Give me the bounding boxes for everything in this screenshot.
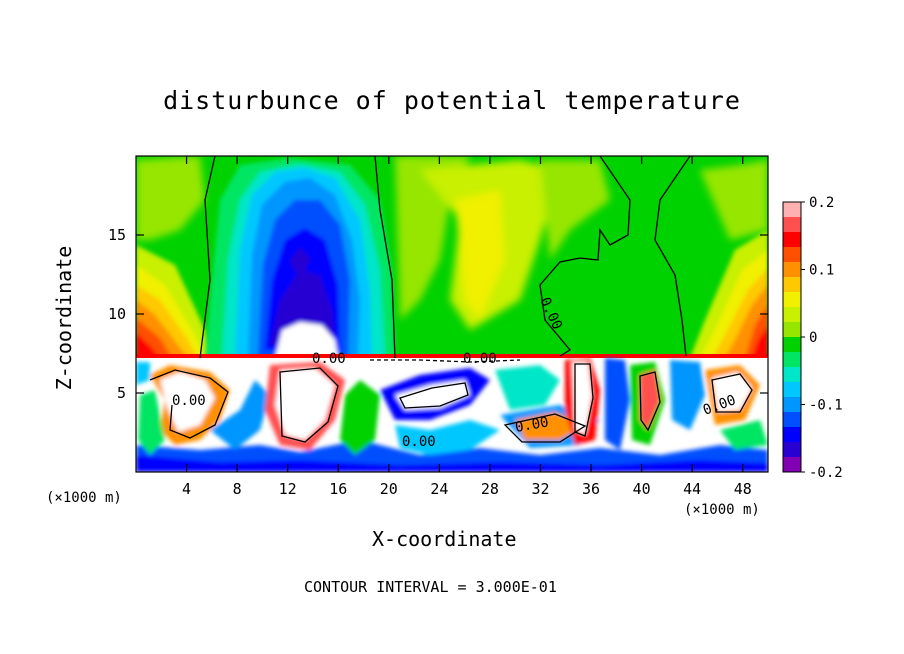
colorbar-swatch — [783, 232, 801, 248]
colorbar-tick-label: -0.1 — [809, 398, 843, 414]
left-warm-wedge — [136, 245, 212, 358]
colorbar-swatch — [783, 262, 801, 278]
colorbar-swatch — [783, 427, 801, 443]
colorbar-swatch — [783, 202, 801, 218]
x-tick-label: 12 — [279, 480, 297, 498]
x-tick-label: 32 — [531, 480, 549, 498]
x-axis-label: X-coordinate — [372, 527, 517, 551]
colorbar-swatch — [783, 277, 801, 293]
colorbar-tick-label: 0 — [809, 330, 817, 346]
colorbar-swatch — [783, 442, 801, 458]
colorbar-swatch — [783, 322, 801, 338]
contour-label: 0.00 — [402, 434, 436, 450]
tropopause-band — [136, 354, 768, 358]
colorbar-swatch — [783, 367, 801, 383]
x-tick-label: 36 — [582, 480, 600, 498]
y-tick-label: 15 — [108, 226, 126, 244]
colorbar: 0.2 0.1 0 -0.1 -0.2 — [782, 195, 843, 481]
colorbar-swatch — [783, 397, 801, 413]
right-warm-wedge — [690, 230, 768, 358]
y-tick-label: 10 — [108, 305, 126, 323]
y-axis: 5 10 15 — [108, 226, 768, 402]
colorbar-swatch — [783, 292, 801, 308]
y-tick-label: 5 — [117, 384, 126, 402]
colorbar-swatch — [783, 247, 801, 263]
x-tick-label: 44 — [683, 480, 701, 498]
x-axis-unit-left: (×1000 m) — [46, 490, 122, 506]
chart-title: disturbunce of potential temperature — [163, 86, 741, 115]
colorbar-tick-label: 0.2 — [809, 195, 834, 211]
colorbar-swatch — [783, 337, 801, 353]
x-axis: 4 8 12 16 20 24 28 32 36 40 44 48 — [182, 156, 752, 498]
colorbar-swatch — [783, 457, 801, 473]
contour-label: 0.00 — [312, 351, 346, 367]
cold-plume — [205, 158, 395, 358]
colorbar-tick-label: 0.1 — [809, 263, 834, 279]
heatmap-field — [136, 156, 768, 472]
contour-lines — [149, 156, 753, 443]
x-tick-label: 40 — [633, 480, 651, 498]
contour-label: 0.00 — [172, 393, 206, 409]
x-tick-label: 8 — [233, 480, 242, 498]
colorbar-tick-label: -0.2 — [809, 465, 843, 481]
x-tick-label: 24 — [430, 480, 448, 498]
contour-label: 0.00 — [514, 414, 550, 436]
colorbar-swatch — [783, 352, 801, 368]
contour-zero-right — [654, 156, 691, 357]
colorbar-swatch — [783, 217, 801, 233]
colorbar-swatch — [783, 382, 801, 398]
x-tick-label: 28 — [481, 480, 499, 498]
contour-zero-left — [199, 156, 216, 359]
x-tick-label: 48 — [734, 480, 752, 498]
upper-warm-regions — [136, 156, 768, 330]
x-tick-label: 4 — [182, 480, 191, 498]
contour-lower-left — [149, 369, 229, 439]
contour-zero-mid — [539, 156, 631, 357]
x-tick-label: 16 — [329, 480, 347, 498]
contour-interval-note: CONTOUR INTERVAL = 3.000E-01 — [304, 578, 557, 596]
contour-zero-plume-right — [374, 156, 396, 359]
contour-label: 0.00 — [463, 351, 497, 367]
colorbar-swatch — [783, 412, 801, 428]
colorbar-swatch — [783, 307, 801, 323]
x-axis-unit-right: (×1000 m) — [684, 502, 760, 518]
x-tick-label: 20 — [380, 480, 398, 498]
